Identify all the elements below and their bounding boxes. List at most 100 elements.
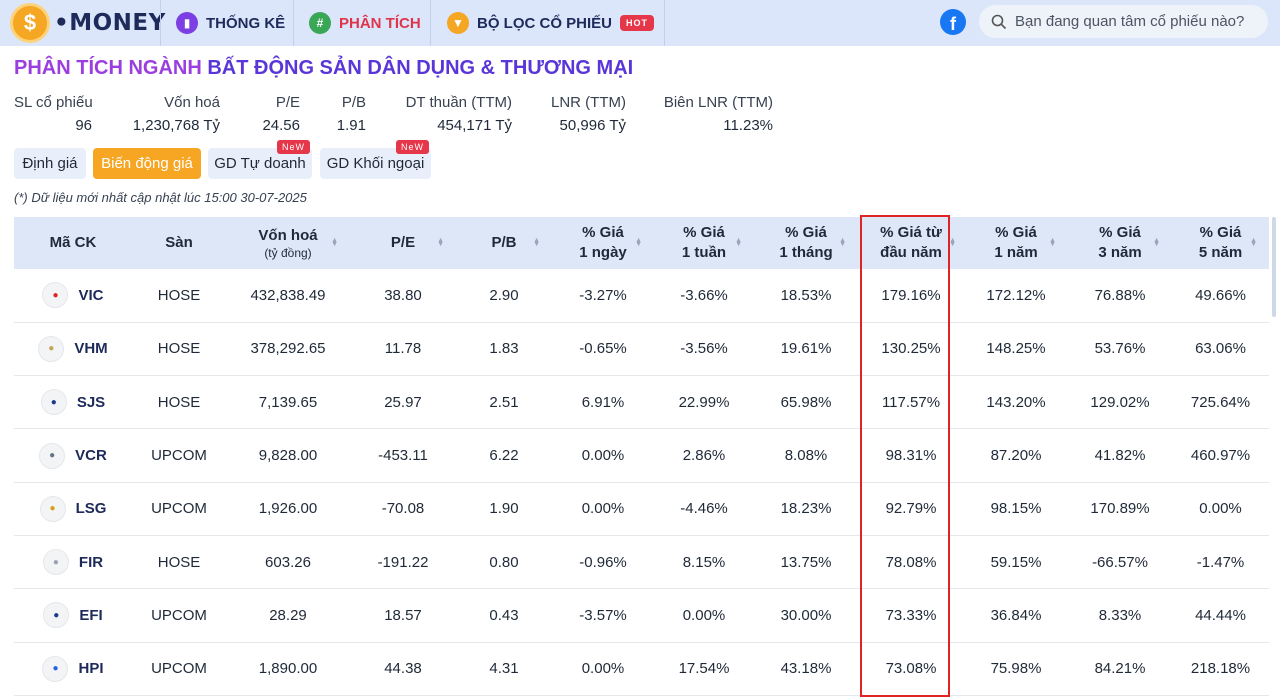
sort-icon[interactable]: ▲ ▼ [437,237,444,248]
cell-pb: 0.80 [489,553,519,571]
sort-icon[interactable]: ▲ ▼ [839,237,846,248]
table-row[interactable]: ● FIR HOSE 603.26 -191.22 0.80 -0.96% 8.15% 13.7… [14,535,1269,589]
cell-y3: 53.76% [1094,340,1146,358]
cell-pe: 38.80 [384,286,422,304]
cell-m1: 18.53% [780,286,832,304]
cell-y3: 41.82% [1094,447,1146,465]
cell-y3: 84.21% [1094,660,1146,678]
cell-m1: 43.18% [780,660,832,678]
table-row[interactable]: ● EFI UPCOM 28.29 18.57 0.43 -3.57% 0.00% 30.00%… [14,589,1269,643]
facebook-icon[interactable]: f [940,9,966,35]
ticker-symbol: LSG [75,500,107,518]
ticker-wrap[interactable]: ● VIC [14,282,132,309]
nav-label: BỘ LỌC CỔ PHIẾU [477,14,613,32]
cell-d1: -0.65% [579,340,627,358]
column-header[interactable]: % Giá 1 ngày ▲ ▼ [552,217,654,269]
tab-valuation[interactable]: Định giá [14,148,86,179]
cell-pe: -70.08 [381,500,425,518]
company-logo-icon: ● [43,602,70,629]
column-header[interactable]: Vốn hoá (tỷ đồng) ▲ ▼ [226,217,350,269]
sort-icon[interactable]: ▲ ▼ [1049,237,1056,248]
brand-logo[interactable]: $ •MONEY [10,2,166,44]
cell-y1: 148.25% [986,340,1046,358]
column-header[interactable]: % Giá 3 năm ▲ ▼ [1068,217,1172,269]
stat-value: 454,171 Tỷ [437,117,512,134]
table-row[interactable]: ● VIC HOSE 432,838.49 38.80 2.90 -3.27% -3.66% 1… [14,269,1269,323]
column-header[interactable]: % Giá 1 tuần ▲ ▼ [654,217,754,269]
ticker-wrap[interactable]: ● FIR [14,549,132,576]
tab-foreign-trading[interactable]: GD Khối ngoại NeW [320,140,431,179]
ticker-wrap[interactable]: ● HPI [14,655,132,682]
tab-label: Định giá [22,155,78,172]
sort-icon[interactable]: ▲ ▼ [331,237,338,248]
tab-label: GD Khối ngoại [326,155,425,172]
nav-tab-phan-tich[interactable]: # PHÂN TÍCH [309,0,421,46]
ticker-wrap[interactable]: ● EFI [14,602,132,629]
header-label: % Giá [683,224,725,241]
header-label: P/B [491,234,517,251]
table-scrollbar[interactable] [1272,217,1276,317]
tab-price-movement[interactable]: Biến động giá [93,148,201,179]
cell-ytd: 117.57% [881,393,941,411]
coin-icon: $ [10,3,50,43]
column-header[interactable]: P/B ▲ ▼ [456,217,552,269]
cell-d1: 0.00% [581,447,625,465]
cell-cap: 603.26 [265,553,311,571]
table-row[interactable]: ● LSG UPCOM 1,926.00 -70.08 1.90 0.00% -4.46% 18… [14,482,1269,536]
table-row[interactable]: ● HPI UPCOM 1,890.00 44.38 4.31 0.00% 17.54% 43.… [14,642,1269,696]
table-row[interactable]: ● VCR UPCOM 9,828.00 -453.11 6.22 0.00% 2.86% 8.… [14,429,1269,483]
sort-icon[interactable]: ▲ ▼ [533,237,540,248]
header-label: P/E [390,234,416,251]
cell-pe: 18.57 [384,606,422,624]
tab-proprietary-trading[interactable]: GD Tự doanh NeW [208,140,312,179]
sort-icon[interactable]: ▲ ▼ [635,237,642,248]
table-row[interactable]: ● SJS HOSE 7,139.65 25.97 2.51 6.91% 22.99% 65.9… [14,376,1269,429]
nav-label: PHÂN TÍCH [339,14,421,32]
column-header[interactable]: P/E ▲ ▼ [350,217,456,269]
cell-w1: -4.46% [680,500,728,518]
cell-d1: -0.96% [579,553,627,571]
new-badge: NeW [277,140,310,154]
cell-exch: HOSE [157,553,201,571]
cell-exch: HOSE [157,393,201,411]
nav-label: THỐNG KÊ [206,14,286,32]
brand-name: •MONEY [54,10,166,36]
column-header[interactable]: % Giá 1 tháng ▲ ▼ [754,217,858,269]
cell-y1: 98.15% [990,500,1042,518]
ticker-wrap[interactable]: ● VCR [14,442,132,469]
sort-icon[interactable]: ▲ ▼ [949,237,956,248]
cell-m1: 19.61% [780,340,832,358]
column-header[interactable]: % Giá từ đầu năm ▲ ▼ [858,217,964,269]
cell-ytd: 78.08% [885,553,937,571]
cell-exch: UPCOM [151,447,207,465]
cell-exch: HOSE [157,286,201,304]
cell-y5: 725.64% [1190,393,1251,411]
ticker-cell: ● VIC [14,269,132,322]
ticker-symbol: FIR [78,553,104,571]
cell-pe: -191.22 [377,553,429,571]
cell-d1: 0.00% [581,660,625,678]
search-input[interactable] [1015,13,1255,30]
stat-label: SL cổ phiếu [14,94,93,111]
stat-market-cap: Vốn hoá 1,230,768 Tỷ [130,94,220,134]
page-title: PHÂN TÍCH NGÀNH BẤT ĐỘNG SẢN DÂN DỤNG & … [14,57,633,80]
sort-icon[interactable]: ▲ ▼ [1153,237,1160,248]
cell-exch: UPCOM [151,660,207,678]
search-box[interactable] [979,5,1268,38]
ticker-wrap[interactable]: ● VHM [14,335,132,362]
cell-pb: 1.90 [489,500,519,518]
table-row[interactable]: ● VHM HOSE 378,292.65 11.78 1.83 -0.65% -3.56% 1… [14,322,1269,376]
cell-exch: UPCOM [151,606,207,624]
ticker-wrap[interactable]: ● LSG [14,495,132,522]
column-header[interactable]: % Giá 5 năm ▲ ▼ [1172,217,1269,269]
ticker-wrap[interactable]: ● SJS [14,389,132,416]
nav-tab-bo-loc[interactable]: ▼ BỘ LỌC CỔ PHIẾU HoT [447,0,655,46]
column-header[interactable]: % Giá 1 năm ▲ ▼ [964,217,1068,269]
ticker-cell: ● SJS [14,376,132,429]
stat-value: 96 [75,117,92,134]
cell-m1: 8.08% [784,447,828,465]
cell-d1: -3.57% [579,606,627,624]
nav-tab-thong-ke[interactable]: ▮ THỐNG KÊ [176,0,285,46]
sort-icon[interactable]: ▲ ▼ [1250,237,1257,248]
sort-icon[interactable]: ▲ ▼ [735,237,742,248]
